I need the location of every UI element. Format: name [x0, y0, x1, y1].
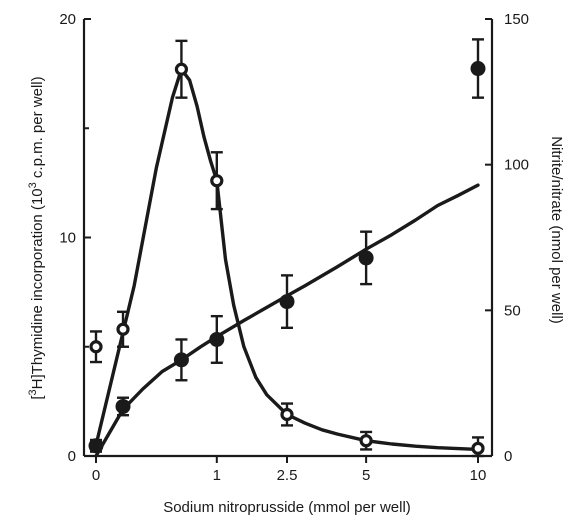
y-right-tick-label: 50: [504, 302, 521, 319]
open-circle-marker: [280, 407, 294, 422]
series-2-point: [209, 314, 225, 364]
y-right-tick-label: 150: [504, 11, 529, 28]
filled-circle-marker: [209, 331, 225, 347]
filled-circle-marker: [279, 294, 295, 310]
y-right-tick-label: 100: [504, 157, 529, 174]
series-1-point: [359, 430, 373, 451]
open-circle-marker: [116, 322, 130, 336]
series-2-point: [88, 438, 104, 454]
series-1-point: [174, 39, 189, 99]
series-1-curve: [94, 67, 480, 452]
series-2-point: [470, 38, 486, 99]
series-1-point: [89, 330, 103, 364]
x-tick-label: 5: [362, 467, 370, 484]
markers: [88, 38, 486, 458]
x-tick-label: 1: [213, 467, 221, 484]
filled-circle-marker: [358, 250, 374, 266]
series-2-curve: [94, 183, 480, 458]
x-tick-label: 0: [92, 467, 100, 484]
y-right-tick-label: 0: [504, 448, 512, 465]
filled-circle-marker: [173, 352, 189, 368]
curves: [94, 67, 480, 458]
series-2-point: [279, 274, 295, 330]
open-circle-marker: [471, 441, 485, 455]
open-circle-marker: [210, 174, 224, 188]
y-right-axis-title: Nitrite/nitrate (nmol per well): [548, 136, 565, 324]
y-left-tick-label: 0: [68, 448, 76, 465]
open-circle-marker: [359, 434, 373, 448]
series-1-point: [471, 436, 485, 458]
y-left-axis-title: [3H]Thymidine incorporation (103 c.p.m. …: [27, 76, 46, 399]
series-2-point: [358, 230, 374, 286]
x-axis-title: Sodium nitroprusside (mmol per well): [163, 499, 411, 516]
axes: 0 10 20 0 50 100 150 0 1 2.5 5 10: [59, 11, 529, 484]
series-1-point: [116, 310, 130, 348]
open-circle-marker: [174, 62, 189, 76]
series-1-point: [280, 402, 294, 427]
filled-circle-marker: [115, 398, 131, 414]
x-tick-label: 2.5: [277, 467, 298, 484]
y-left-tick-label: 10: [59, 230, 76, 247]
open-circle-marker: [89, 340, 103, 354]
series-2-point: [173, 338, 189, 382]
series-1-point: [210, 151, 224, 211]
x-tick-label: 10: [470, 467, 487, 484]
filled-circle-marker: [88, 438, 104, 454]
series-2-point: [115, 396, 131, 417]
y-left-tick-label: 20: [59, 11, 76, 28]
filled-circle-marker: [470, 61, 486, 77]
